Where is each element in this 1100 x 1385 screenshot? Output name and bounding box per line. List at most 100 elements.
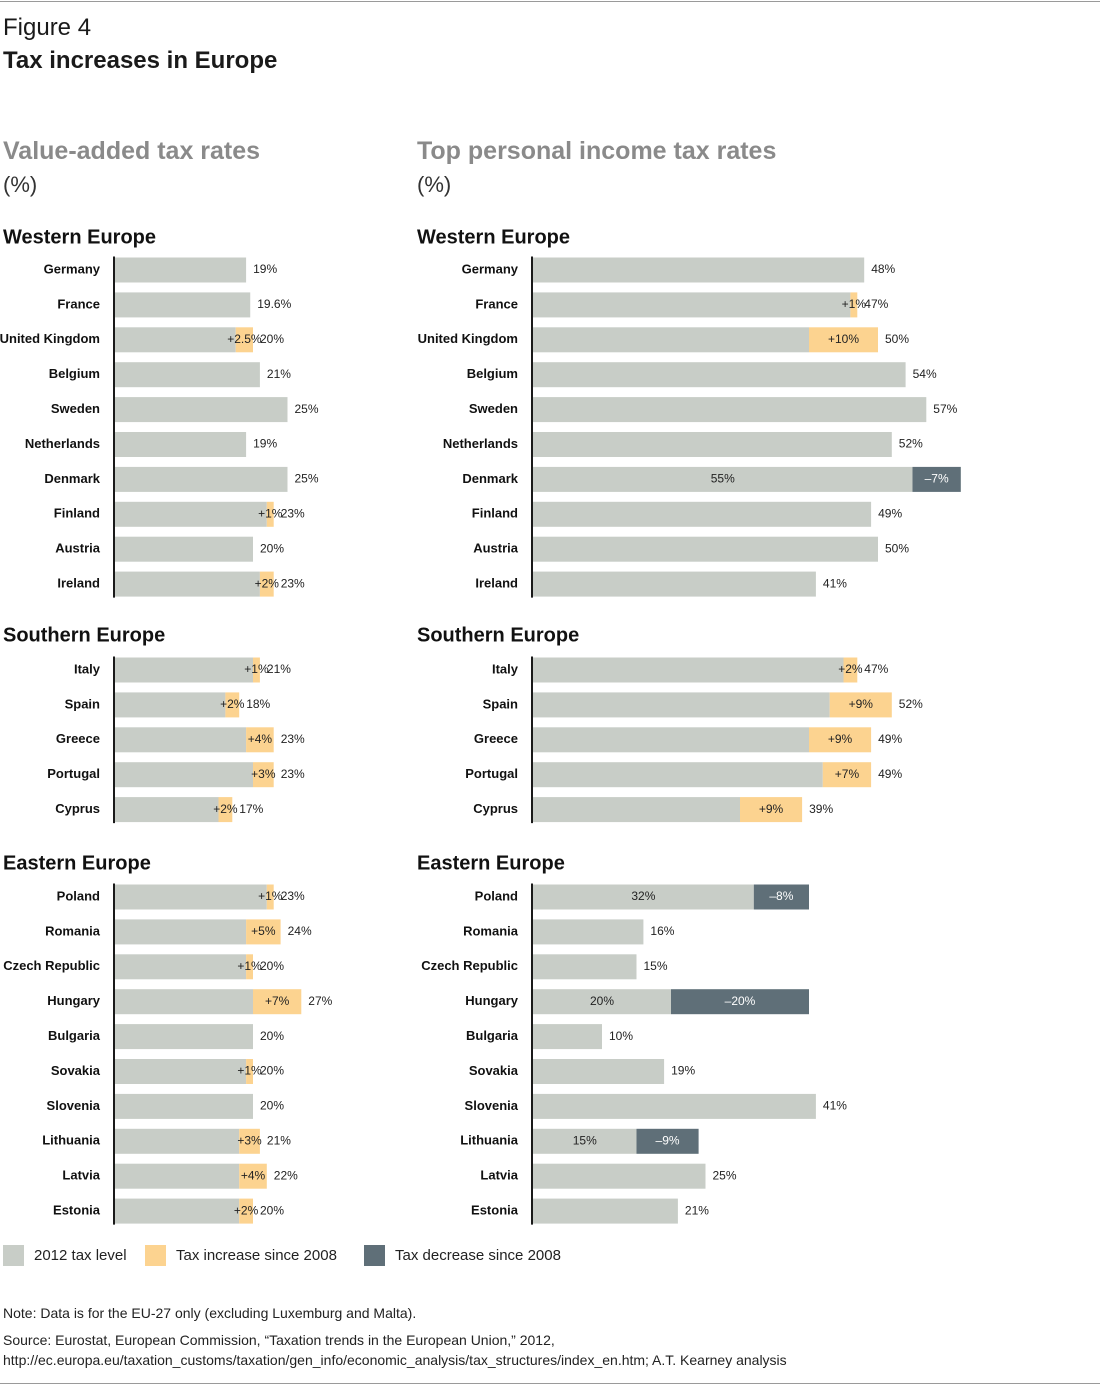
income-netherlands-level-bar [533, 432, 892, 457]
vat-france-value-label: 19.6% [257, 297, 291, 311]
source-line-2: http://ec.europa.eu/taxation_customs/tax… [3, 1352, 787, 1368]
income-finland-country-label: Finland [472, 506, 518, 521]
vat-italy-country-label: Italy [74, 661, 101, 676]
vat-ireland-country-label: Ireland [57, 576, 100, 591]
income-sovakia-level-bar [533, 1059, 665, 1084]
income-lithuania-change-label: –9% [656, 1133, 680, 1147]
income-finland-level-bar [533, 501, 872, 527]
vat-estonia-increase-bar [239, 1198, 253, 1224]
legend-swatch-level [3, 1244, 24, 1266]
income-hungary-decrease-bar [671, 989, 809, 1015]
income-lithuania-value-label: 15% [573, 1133, 597, 1147]
top-rule [0, 1, 1100, 2]
vat-romania-country-label: Romania [45, 923, 101, 938]
income-netherlands-country-label: Netherlands [443, 436, 518, 451]
vat-cyprus-country-label: Cyprus [55, 801, 100, 816]
income-italy-value-label: 47% [864, 662, 888, 676]
vat-lithuania-increase-bar [239, 1128, 260, 1154]
vat-italy-value-label: 21% [267, 662, 291, 676]
income-united-kingdom-increase-bar [809, 327, 878, 353]
vat-sovakia-country-label: Sovakia [51, 1063, 101, 1078]
source-line-1: Source: Eurostat, European Commission, “… [3, 1332, 555, 1348]
income-chart-unit: (%) [417, 172, 452, 197]
vat-portugal-value-label: 23% [281, 767, 305, 781]
income-germany-level-bar [533, 257, 865, 283]
income-lithuania-decrease-bar [636, 1128, 699, 1154]
income-portugal-increase-bar [822, 762, 872, 788]
income-denmark-value-label: 55% [711, 472, 735, 486]
vat-czech-republic-country-label: Czech Republic [3, 958, 100, 973]
vat-poland-level-bar [115, 884, 267, 910]
income-france-increase-bar [850, 292, 858, 318]
income-chart-title: Top personal income tax rates [417, 137, 777, 165]
income-czech-republic-value-label: 15% [644, 959, 668, 973]
vat-chart-title: Value-added tax rates [3, 137, 261, 165]
income-slovenia-value-label: 41% [823, 1099, 847, 1113]
vat-greece-increase-bar [246, 727, 274, 753]
income-portugal-country-label: Portugal [465, 766, 518, 781]
vat-united-kingdom-change-label: +2.5% [227, 332, 262, 346]
vat-austria-level-bar [115, 536, 253, 562]
income-netherlands-value-label: 52% [899, 437, 923, 451]
vat-bulgaria-value-label: 20% [260, 1029, 284, 1043]
vat-slovenia-value-label: 20% [260, 1099, 284, 1113]
income-czech-republic-level-bar [533, 954, 637, 980]
vat-sovakia-change-label: +1% [237, 1064, 262, 1078]
income-cyprus-level-bar [533, 797, 740, 823]
vat-hungary-increase-bar [253, 989, 302, 1015]
vat-finland-value-label: 23% [281, 506, 305, 520]
vat-poland-country-label: Poland [57, 888, 100, 903]
vat-czech-republic-level-bar [115, 954, 247, 980]
income-france-change-label: +1% [842, 297, 867, 311]
vat-belgium-country-label: Belgium [49, 366, 100, 381]
vat-romania-level-bar [115, 919, 247, 945]
vat-portugal-change-label: +3% [251, 767, 276, 781]
vat-spain-change-label: +2% [220, 697, 245, 711]
vat-sovakia-increase-bar [246, 1059, 253, 1084]
vat-finland-country-label: Finland [54, 506, 100, 521]
vat-ireland-change-label: +2% [255, 576, 280, 590]
income-latvia-country-label: Latvia [480, 1168, 518, 1183]
income-denmark-change-label: –7% [925, 472, 949, 486]
vat-slovenia-country-label: Slovenia [47, 1098, 101, 1113]
vat-ireland-value-label: 23% [281, 576, 305, 590]
income-belgium-value-label: 54% [913, 367, 937, 381]
vat-romania-increase-bar [246, 919, 281, 945]
legend-item-level: 2012 tax level [3, 1244, 127, 1266]
vat-latvia-change-label: +4% [241, 1168, 266, 1182]
income-germany-value-label: 48% [871, 262, 895, 276]
income-france-value-label: 47% [864, 297, 888, 311]
income-estonia-level-bar [533, 1198, 678, 1224]
vat-denmark-value-label: 25% [295, 472, 319, 486]
source: Source: Eurostat, European Commission, “… [3, 1330, 1098, 1370]
vat-poland-change-label: +1% [258, 889, 283, 903]
income-ireland-value-label: 41% [823, 576, 847, 590]
vat-hungary-level-bar [115, 989, 253, 1015]
income-france-country-label: France [475, 296, 518, 311]
income-austria-value-label: 50% [885, 541, 909, 555]
vat-austria-value-label: 20% [260, 541, 284, 555]
vat-estonia-country-label: Estonia [53, 1203, 101, 1218]
legend-swatch-increase [145, 1244, 166, 1266]
income-spain-change-label: +9% [849, 697, 874, 711]
vat-romania-value-label: 24% [288, 924, 312, 938]
vat-hungary-country-label: Hungary [47, 993, 101, 1008]
income-estonia-value-label: 21% [685, 1203, 709, 1217]
income-belgium-level-bar [533, 362, 906, 388]
vat-latvia-level-bar [115, 1163, 240, 1189]
income-greece-value-label: 49% [878, 732, 902, 746]
income-romania-country-label: Romania [463, 923, 519, 938]
income-portugal-change-label: +7% [835, 767, 860, 781]
vat-cyprus-value-label: 17% [239, 802, 263, 816]
legend-label-increase: Tax increase since 2008 [176, 1246, 337, 1264]
vat-italy-change-label: +1% [244, 662, 269, 676]
vat-sovakia-value-label: 20% [260, 1064, 284, 1078]
income-italy-level-bar [533, 657, 844, 683]
vat-lithuania-change-label: +3% [237, 1133, 262, 1147]
income-united-kingdom-country-label: United Kingdom [418, 331, 518, 346]
income-latvia-level-bar [533, 1163, 706, 1189]
vat-czech-republic-change-label: +1% [237, 959, 262, 973]
vat-united-kingdom-country-label: United Kingdom [0, 331, 100, 346]
income-greece-change-label: +9% [828, 732, 853, 746]
note: Note: Data is for the EU-27 only (exclud… [3, 1305, 417, 1321]
